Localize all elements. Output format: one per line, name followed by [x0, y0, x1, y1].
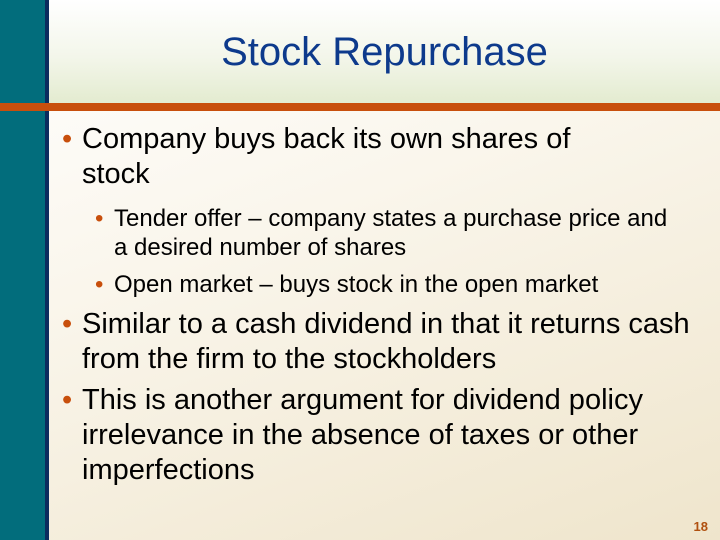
bullet-dot: •: [62, 123, 73, 155]
slide-content: • Company buys back its own shares of st…: [62, 122, 712, 494]
left-divider-line: [45, 0, 49, 540]
sub-bullet: • Tender offer – company states a purcha…: [62, 204, 674, 262]
left-sidebar-bar: [0, 0, 45, 540]
sub-bullet-text: Tender offer – company states a purchase…: [114, 205, 668, 261]
slide-title: Stock Repurchase: [221, 30, 548, 74]
bullet: • Similar to a cash dividend in that it …: [62, 307, 712, 377]
bullet: • This is another argument for dividend …: [62, 383, 702, 488]
bullet-text: Company buys back its own shares of stoc…: [82, 123, 571, 190]
bullet-dot: •: [95, 205, 104, 232]
slide-header: [0, 0, 720, 104]
sub-bullet-text: Open market – buys stock in the open mar…: [114, 271, 599, 298]
title-underline: [0, 103, 720, 111]
bullet-dot: •: [62, 384, 73, 416]
page-number: 18: [693, 519, 708, 534]
sub-bullet: • Open market – buys stock in the open m…: [62, 270, 712, 299]
bullet-dot: •: [95, 271, 104, 298]
bullet-dot: •: [62, 308, 73, 340]
bullet-text: Similar to a cash dividend in that it re…: [82, 308, 690, 375]
bullet: • Company buys back its own shares of st…: [62, 122, 642, 192]
bullet-text: This is another argument for dividend po…: [82, 384, 643, 486]
